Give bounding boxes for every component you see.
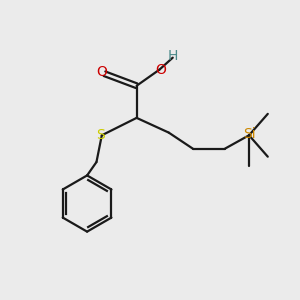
Text: Si: Si	[243, 127, 255, 141]
Text: H: H	[168, 49, 178, 63]
Text: S: S	[96, 128, 105, 142]
Text: O: O	[96, 65, 107, 80]
Text: O: O	[155, 63, 166, 77]
